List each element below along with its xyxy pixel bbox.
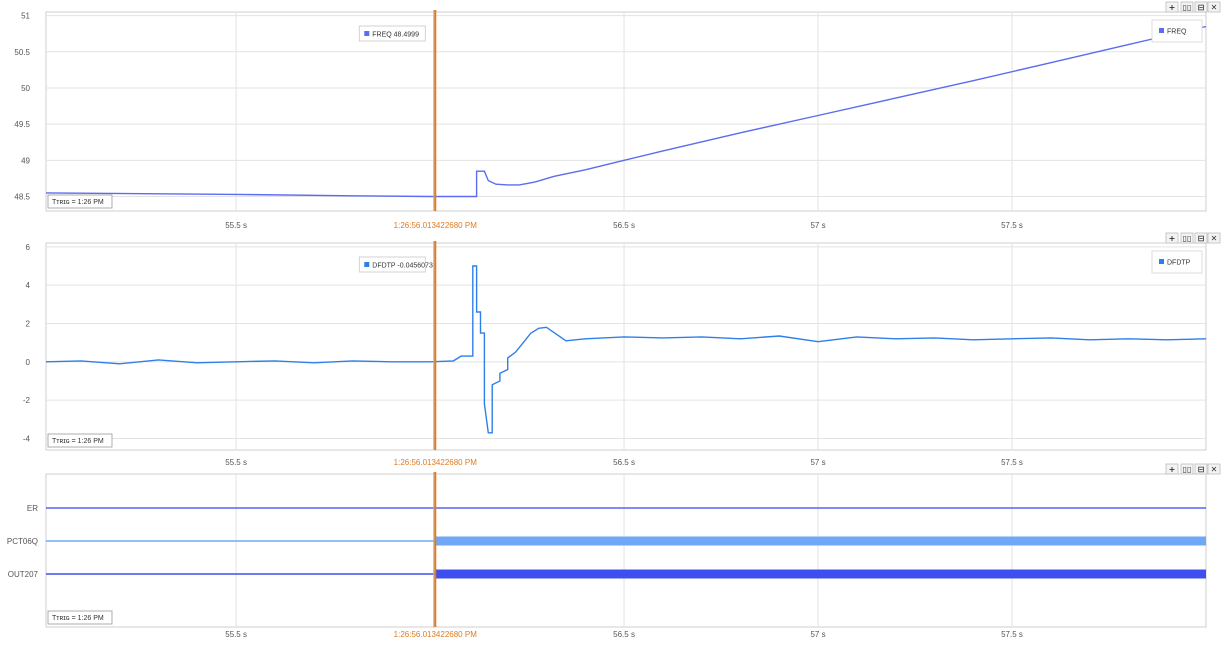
x-tick-label: 57 s	[810, 221, 825, 230]
y-tick-label: 48.5	[14, 193, 30, 202]
add-trace-button[interactable]	[1165, 1, 1179, 13]
readout-value: FREQ 48.4999	[372, 32, 419, 39]
signal-high-pct06q	[435, 536, 1206, 546]
close-icon: ✕	[1211, 234, 1218, 243]
y-tick-label: 4	[26, 281, 31, 290]
x-tick-label: 57.5 s	[1001, 630, 1023, 639]
layout-button[interactable]	[1180, 463, 1194, 475]
panel-toolbar-1: + ▯▯ ⊟ ✕	[1165, 232, 1221, 244]
split-icon: ⊟	[1198, 234, 1205, 243]
close-panel-button[interactable]	[1207, 232, 1221, 244]
readout-value: DFDTP -0.0456073	[372, 263, 433, 270]
y-tick-label: 51	[21, 12, 30, 21]
trigger-box	[47, 433, 113, 448]
x-tick-label: 56.5 s	[613, 630, 635, 639]
columns-icon: ▯▯	[1183, 3, 1192, 12]
legend-label: DFDTP	[1167, 260, 1191, 267]
readout-swatch	[364, 262, 370, 267]
close-panel-button[interactable]	[1207, 463, 1221, 475]
x-tick-label: 55.5 s	[225, 221, 247, 230]
x-tick-label: 56.5 s	[613, 458, 635, 467]
add-trace-button[interactable]	[1165, 232, 1179, 244]
split-icon: ⊟	[1198, 3, 1205, 12]
y-tick-label: 2	[26, 320, 31, 329]
plus-icon: +	[1169, 3, 1176, 12]
series-line-freq	[45, 25, 1207, 198]
series-line-dfdtp	[45, 265, 1207, 434]
cursor-time-label: 1:26:56.013422680 PM	[394, 630, 478, 639]
signal-high-out207	[435, 569, 1206, 579]
x-tick-label: 55.5 s	[225, 458, 247, 467]
split-button[interactable]	[1194, 1, 1208, 13]
signal-label: OUT207	[8, 570, 39, 579]
split-button[interactable]	[1194, 232, 1208, 244]
layout-button[interactable]	[1180, 232, 1194, 244]
cursor-time-label: 1:26:56.013422680 PM	[394, 221, 478, 230]
y-tick-label: 49.5	[14, 120, 30, 129]
legend-swatch	[1159, 259, 1164, 264]
plus-icon: +	[1169, 465, 1176, 474]
add-trace-button[interactable]	[1165, 463, 1179, 475]
signal-label: ER	[27, 504, 38, 513]
panel-toolbar-0: + ▯▯ ⊟ ✕	[1165, 1, 1221, 13]
panel-toolbar-2: + ▯▯ ⊟ ✕	[1165, 463, 1221, 475]
x-tick-label: 57 s	[810, 630, 825, 639]
readout-swatch	[364, 31, 370, 36]
x-tick-label: 57.5 s	[1001, 221, 1023, 230]
split-button[interactable]	[1194, 463, 1208, 475]
legend-swatch	[1159, 28, 1164, 33]
legend-label: FREQ	[1167, 29, 1187, 36]
trigger-label: Tᴛʀɪɢ = 1:26 PM	[52, 438, 104, 445]
layout-button[interactable]	[1180, 1, 1194, 13]
x-tick-label: 57 s	[810, 458, 825, 467]
y-tick-label: 0	[26, 358, 31, 367]
y-tick-label: 6	[26, 243, 31, 252]
cursor-readout	[358, 25, 426, 42]
trigger-box	[47, 610, 113, 625]
trigger-label: Tᴛʀɪɢ = 1:26 PM	[52, 199, 104, 206]
close-icon: ✕	[1211, 3, 1218, 12]
y-tick-label: -2	[23, 396, 31, 405]
trigger-label: Tᴛʀɪɢ = 1:26 PM	[52, 615, 104, 622]
y-tick-label: 50.5	[14, 48, 30, 57]
x-tick-label: 55.5 s	[225, 630, 247, 639]
split-icon: ⊟	[1198, 465, 1205, 474]
cursor-time-label: 1:26:56.013422680 PM	[394, 458, 478, 467]
plot-area-0	[45, 11, 1207, 212]
signal-label: PCT06Q	[7, 537, 38, 546]
columns-icon: ▯▯	[1183, 465, 1192, 474]
close-icon: ✕	[1211, 465, 1218, 474]
x-tick-label: 57.5 s	[1001, 458, 1023, 467]
cursor-readout	[358, 256, 426, 273]
columns-icon: ▯▯	[1183, 234, 1192, 243]
y-tick-label: 50	[21, 84, 30, 93]
legend-box	[1151, 19, 1203, 43]
trigger-box	[47, 194, 113, 209]
close-panel-button[interactable]	[1207, 1, 1221, 13]
x-tick-label: 56.5 s	[613, 221, 635, 230]
plot-area-2	[45, 473, 1207, 628]
y-tick-label: 49	[21, 156, 30, 165]
y-tick-label: -4	[23, 435, 31, 444]
plus-icon: +	[1169, 234, 1176, 243]
plot-area-1	[45, 242, 1207, 451]
legend-box	[1151, 250, 1203, 274]
